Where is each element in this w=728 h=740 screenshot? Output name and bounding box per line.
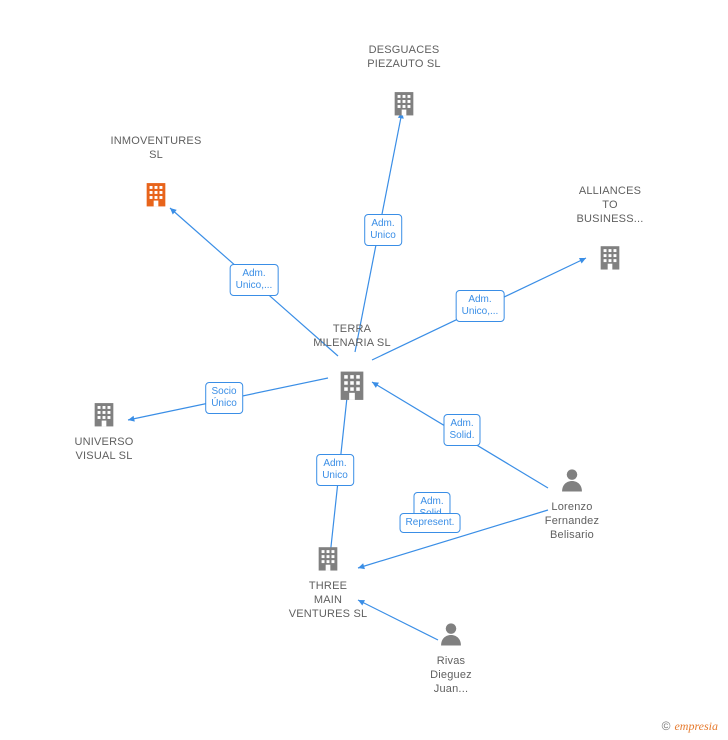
copyright-symbol: © <box>662 719 671 733</box>
building-icon <box>142 180 170 213</box>
building-icon <box>90 401 118 434</box>
node-label: TERRA MILENARIA SL <box>292 323 412 351</box>
node-desguaces[interactable]: DESGUACES PIEZAUTO SL <box>344 44 464 125</box>
edge-label-e8: Represent. <box>400 513 461 533</box>
person-icon <box>558 466 586 499</box>
node-universo[interactable]: UNIVERSO VISUAL SL <box>44 401 164 464</box>
node-alliances[interactable]: ALLIANCES TO BUSINESS... <box>550 185 670 279</box>
edge-label-e6: Adm. Solid. <box>443 414 480 446</box>
edge-label-e2: Adm. Unico,... <box>230 264 279 296</box>
watermark: ©empresia <box>662 719 718 734</box>
building-icon <box>390 89 418 122</box>
edge-label-e4: Socio Único <box>205 382 243 414</box>
node-label: Rivas Dieguez Juan... <box>391 655 511 696</box>
node-label: DESGUACES PIEZAUTO SL <box>344 44 464 72</box>
node-lorenzo[interactable]: Lorenzo Fernandez Belisario <box>512 466 632 542</box>
node-rivas[interactable]: Rivas Dieguez Juan... <box>391 620 511 696</box>
node-label: Lorenzo Fernandez Belisario <box>512 501 632 542</box>
node-inmoventures[interactable]: INMOVENTURES SL <box>96 135 216 216</box>
edge-label-e3: Adm. Unico,... <box>456 290 505 322</box>
edge-label-e1: Adm. Unico <box>364 214 402 246</box>
node-three[interactable]: THREE MAIN VENTURES SL <box>268 545 388 621</box>
node-label: THREE MAIN VENTURES SL <box>268 580 388 621</box>
building-icon <box>596 244 624 277</box>
watermark-text: empresia <box>674 719 718 733</box>
node-label: INMOVENTURES SL <box>96 135 216 163</box>
node-center[interactable]: TERRA MILENARIA SL <box>292 323 412 410</box>
building-icon <box>314 545 342 578</box>
person-icon <box>437 620 465 653</box>
node-label: ALLIANCES TO BUSINESS... <box>550 185 670 226</box>
edge-label-e5: Adm. Unico <box>316 454 354 486</box>
node-label: UNIVERSO VISUAL SL <box>44 436 164 464</box>
building-icon <box>335 368 369 407</box>
